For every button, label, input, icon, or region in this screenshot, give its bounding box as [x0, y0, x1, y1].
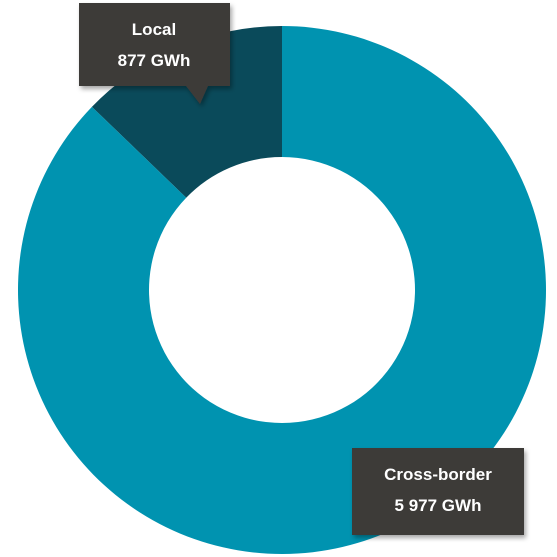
callout-cross-border-box — [352, 448, 524, 535]
callout-cross-border — [352, 448, 524, 535]
slice-label-local: Local — [132, 20, 176, 39]
slice-value-local: 877 GWh — [118, 51, 191, 70]
slice-label-cross-border: Cross-border — [384, 465, 492, 484]
callout-local-box — [79, 3, 230, 104]
donut-slice-cross-border — [17, 26, 547, 554]
callout-local — [79, 3, 230, 104]
slice-value-cross-border: 5 977 GWh — [395, 496, 482, 515]
